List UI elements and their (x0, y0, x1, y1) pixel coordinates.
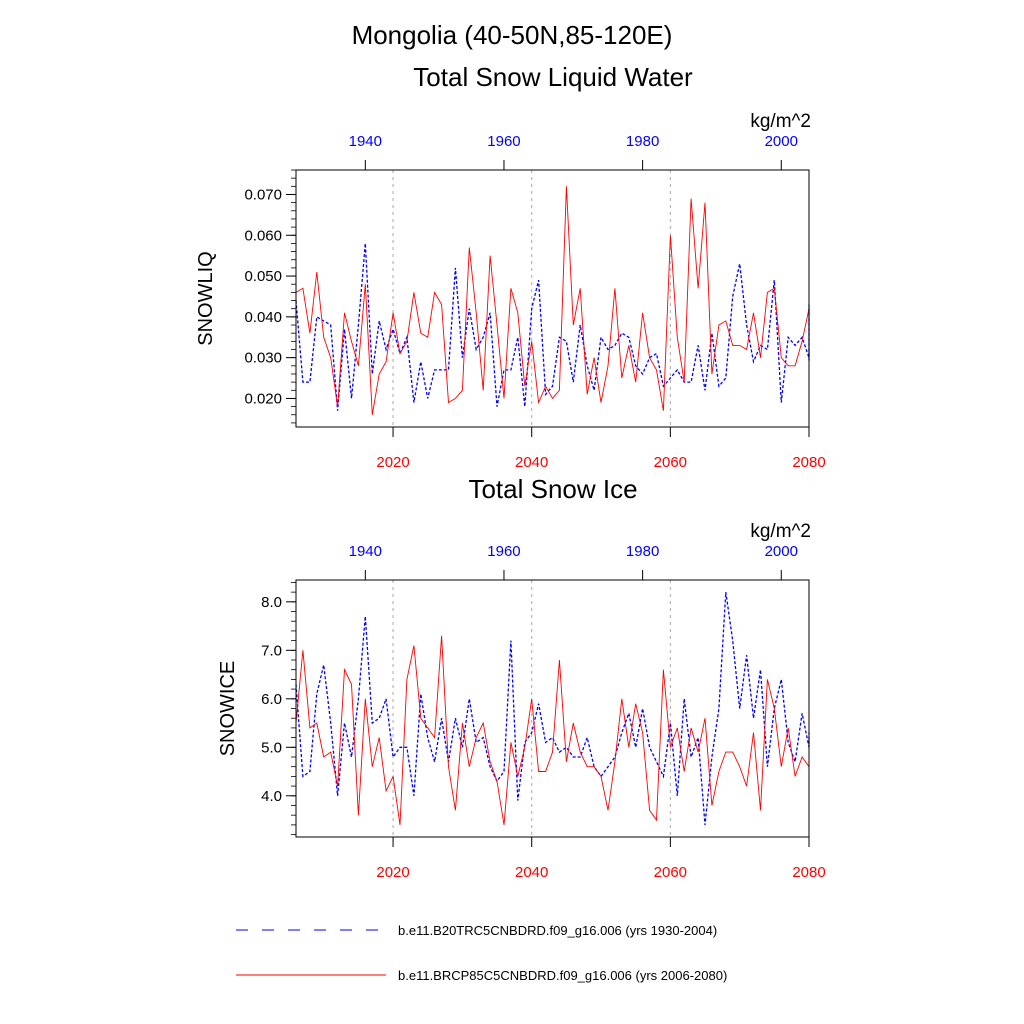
x-top-tick-label: 1960 (487, 543, 520, 560)
x-top-tick-label: 1980 (626, 543, 659, 560)
legend-label: b.e11.B20TRC5CNBDRD.f09_g16.006 (yrs 193… (398, 923, 717, 938)
panels: Total Snow Liquid Water kg/m^2 0.020 0.030 0… (195, 62, 826, 881)
chart-panel-2: Total Snow Ice kg/m^2 4.0 5.0 6.0 7.0 8.0 SNOWI… (217, 474, 826, 881)
plot-frame (295, 579, 810, 838)
y-tick-label: 0.030 (244, 350, 282, 367)
x-bottom-tick-label: 2080 (792, 454, 825, 471)
x-top-tick-label: 2000 (765, 543, 798, 560)
series-historical-line (295, 592, 810, 825)
x-top-tick-label: 1980 (626, 133, 659, 150)
series-historical-line (295, 243, 810, 411)
series-rcp85-line (295, 186, 810, 415)
panel-title: Total Snow Liquid Water (413, 62, 693, 92)
y-axis-label: SNOWLIQ (195, 251, 217, 345)
y-tick-label: 0.070 (244, 186, 282, 203)
x-top-tick-label: 1940 (349, 543, 382, 560)
y-tick-label: 6.0 (261, 691, 282, 708)
y-tick-label: 5.0 (261, 739, 282, 756)
legend-label: b.e11.BRCP85C5CNBDRD.f09_g16.006 (yrs 20… (398, 968, 727, 983)
x-bottom-tick-label: 2080 (792, 864, 825, 881)
x-bottom-tick-label: 2020 (376, 864, 409, 881)
x-bottom-tick-label: 2060 (654, 864, 687, 881)
region-title: Mongolia (40-50N,85-120E) (352, 20, 673, 50)
y-axis-label: SNOWICE (217, 661, 239, 757)
y-tick-label: 4.0 (261, 788, 282, 805)
x-top-tick-label: 1940 (349, 133, 382, 150)
x-top-tick-label: 1960 (487, 133, 520, 150)
units-label: kg/m^2 (750, 521, 811, 542)
x-bottom-tick-label: 2060 (654, 454, 687, 471)
series-rcp85-line (295, 635, 810, 825)
plot-frame (295, 169, 810, 428)
units-label: kg/m^2 (750, 111, 811, 132)
y-tick-label: 8.0 (261, 594, 282, 611)
y-tick-label: 7.0 (261, 642, 282, 659)
y-tick-label: 0.020 (244, 390, 282, 407)
panel-title: Total Snow Ice (468, 474, 637, 504)
y-tick-label: 0.060 (244, 227, 282, 244)
x-bottom-tick-label: 2040 (515, 454, 548, 471)
y-tick-label: 0.050 (244, 268, 282, 285)
x-bottom-tick-label: 2020 (376, 454, 409, 471)
chart-panel-1: Total Snow Liquid Water kg/m^2 0.020 0.030 0… (195, 62, 826, 471)
x-bottom-tick-label: 2040 (515, 864, 548, 881)
x-top-tick-label: 2000 (765, 133, 798, 150)
y-tick-label: 0.040 (244, 309, 282, 326)
legend: b.e11.B20TRC5CNBDRD.f09_g16.006 (yrs 193… (236, 923, 727, 983)
